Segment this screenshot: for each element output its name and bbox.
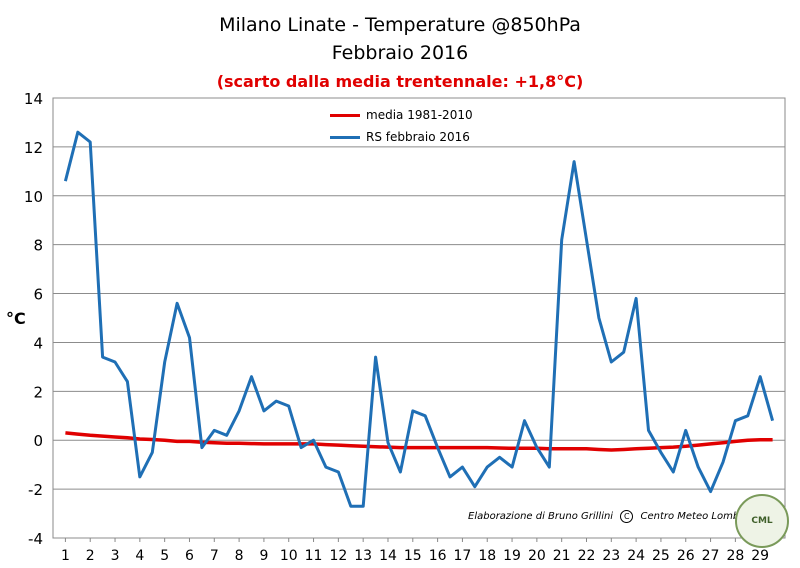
x-tick-label: 27 xyxy=(702,548,720,564)
x-tick-label: 14 xyxy=(379,548,397,564)
y-tick-label: 12 xyxy=(24,139,43,157)
y-tick-label: -4 xyxy=(28,530,43,548)
x-tick-label: 19 xyxy=(503,548,521,564)
x-tick-label: 6 xyxy=(185,548,194,564)
x-tick-label: 5 xyxy=(160,548,169,564)
y-tick-label: -2 xyxy=(28,481,43,499)
x-tick-label: 26 xyxy=(677,548,695,564)
y-tick-label: 14 xyxy=(24,90,43,108)
logo-label: CML xyxy=(751,516,773,526)
x-tick-label: 17 xyxy=(454,548,472,564)
x-tick-label: 7 xyxy=(210,548,219,564)
x-tick-label: 15 xyxy=(404,548,422,564)
credit-organization: Centro Meteo Lombardo xyxy=(640,511,762,522)
x-tick-label: 23 xyxy=(602,548,620,564)
y-tick-label: 10 xyxy=(24,188,43,206)
x-tick-label: 24 xyxy=(627,548,645,564)
x-tick-label: 16 xyxy=(429,548,447,564)
legend-swatch-media xyxy=(330,113,360,117)
y-tick-label: 0 xyxy=(33,432,43,450)
y-tick-label: 6 xyxy=(33,286,43,304)
x-tick-label: 28 xyxy=(726,548,744,564)
y-tick-label: 2 xyxy=(33,383,43,401)
x-tick-label: 3 xyxy=(111,548,120,564)
x-tick-label: 25 xyxy=(652,548,670,564)
y-axis-label: °C xyxy=(6,309,26,328)
legend-entry-media: media 1981-2010 xyxy=(330,104,473,126)
plot-area xyxy=(52,97,786,539)
chart-title-line2: Febbraio 2016 xyxy=(331,42,469,64)
x-tick-label: 8 xyxy=(235,548,244,564)
chart-title: Milano Linate - Temperature @850hPa xyxy=(219,14,581,36)
copyright-icon: C xyxy=(620,510,634,523)
credit-text: Elaborazione di Bruno Grillini C Centro … xyxy=(468,510,762,523)
x-tick-label: 18 xyxy=(478,548,496,564)
legend-label-rs: RS febbraio 2016 xyxy=(366,130,470,144)
y-tick-label: 4 xyxy=(33,334,43,352)
legend-swatch-rs xyxy=(330,135,360,139)
x-tick-label: 21 xyxy=(553,548,571,564)
x-tick-label: 2 xyxy=(86,548,95,564)
credit-author: Elaborazione di Bruno Grillini xyxy=(468,511,614,522)
x-tick-label: 11 xyxy=(305,548,323,564)
legend: media 1981-2010 RS febbraio 2016 xyxy=(330,104,473,148)
series-line-rs xyxy=(63,130,775,508)
x-tick-label: 1 xyxy=(61,548,70,564)
x-tick-label: 22 xyxy=(578,548,596,564)
y-tick-label: 8 xyxy=(33,237,43,255)
chart-subtitle: (scarto dalla media trentennale: +1,8°C) xyxy=(216,72,584,91)
legend-label-media: media 1981-2010 xyxy=(366,108,473,122)
x-tick-label: 20 xyxy=(528,548,546,564)
x-tick-label: 29 xyxy=(751,548,769,564)
centro-meteo-lombardo-logo: CML xyxy=(735,494,789,548)
legend-entry-rs: RS febbraio 2016 xyxy=(330,126,473,148)
x-tick-label: 10 xyxy=(280,548,298,564)
x-tick-label: 12 xyxy=(329,548,347,564)
x-tick-label: 4 xyxy=(135,548,144,564)
x-tick-label: 13 xyxy=(354,548,372,564)
series-line-media xyxy=(65,431,773,452)
x-tick-label: 9 xyxy=(259,548,268,564)
